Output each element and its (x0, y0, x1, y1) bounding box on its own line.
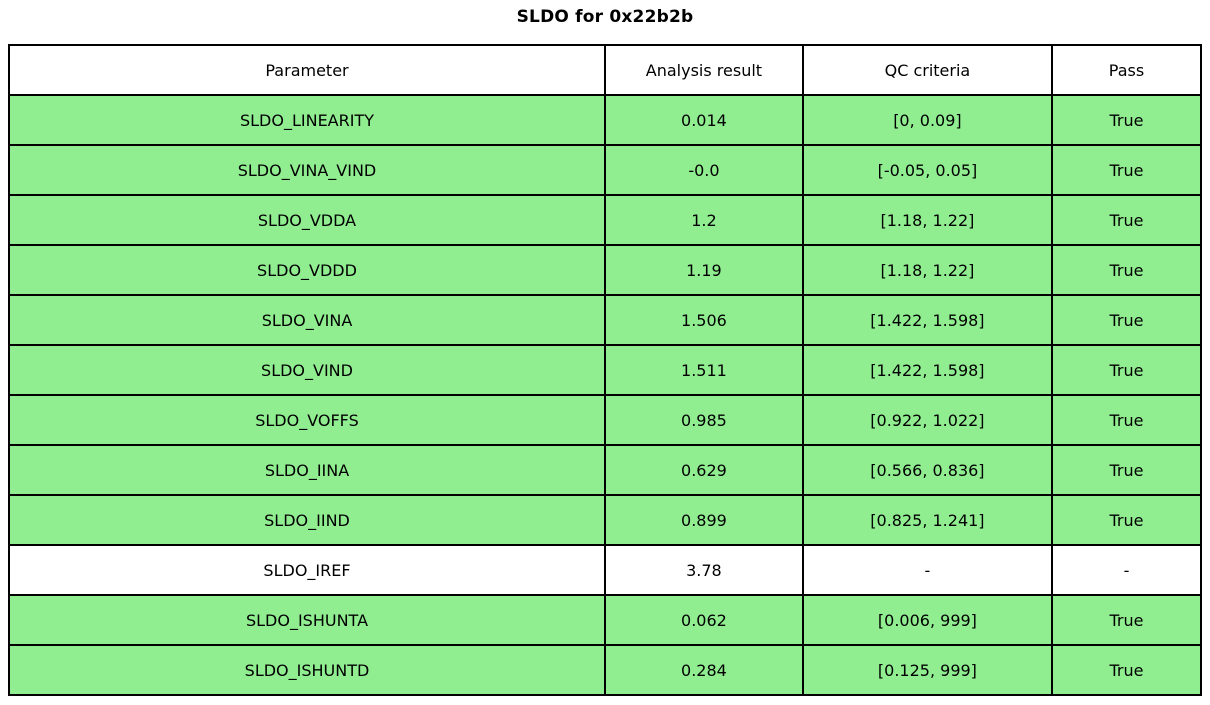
cell-parameter: SLDO_VIND (8, 344, 606, 396)
cell-parameter: SLDO_VINA (8, 294, 606, 346)
cell-result: 1.506 (604, 294, 804, 346)
table-row: SLDO_ISHUNTA 0.062 [0.006, 999] True (8, 594, 1203, 646)
cell-parameter: SLDO_VOFFS (8, 394, 606, 446)
cell-parameter: SLDO_IIND (8, 494, 606, 546)
cell-result: 1.19 (604, 244, 804, 296)
header-row: Parameter Analysis result QC criteria Pass (8, 44, 1203, 96)
table-row: SLDO_VIND 1.511 [1.422, 1.598] True (8, 344, 1203, 396)
cell-parameter: SLDO_VINA_VIND (8, 144, 606, 196)
cell-criteria: [0.825, 1.241] (801, 494, 1053, 546)
cell-result: 3.78 (604, 544, 804, 596)
table-row: SLDO_ISHUNTD 0.284 [0.125, 999] True (8, 644, 1203, 696)
cell-result: -0.0 (604, 144, 804, 196)
cell-criteria: [0.006, 999] (801, 594, 1053, 646)
cell-result: 0.899 (604, 494, 804, 546)
cell-pass: True (1050, 244, 1203, 296)
column-header-qc-criteria: QC criteria (801, 44, 1053, 96)
table-row: SLDO_VINA 1.506 [1.422, 1.598] True (8, 294, 1203, 346)
cell-criteria: - (801, 544, 1053, 596)
figure-title: SLDO for 0x22b2b (516, 7, 694, 27)
cell-criteria: [1.422, 1.598] (801, 344, 1053, 396)
cell-pass: True (1050, 94, 1203, 146)
cell-criteria: [1.18, 1.22] (801, 194, 1053, 246)
cell-criteria: [1.422, 1.598] (801, 294, 1053, 346)
table-row: SLDO_VOFFS 0.985 [0.922, 1.022] True (8, 394, 1203, 446)
table-row: SLDO_VINA_VIND -0.0 [-0.05, 0.05] True (8, 144, 1203, 196)
cell-parameter: SLDO_IINA (8, 444, 606, 496)
table-row: SLDO_VDDD 1.19 [1.18, 1.22] True (8, 244, 1203, 296)
column-header-parameter: Parameter (8, 44, 606, 96)
cell-result: 1.511 (604, 344, 804, 396)
cell-pass: - (1050, 544, 1203, 596)
table-row: SLDO_IREF 3.78- - (8, 544, 1203, 596)
cell-pass: True (1050, 494, 1203, 546)
cell-criteria: [0.922, 1.022] (801, 394, 1053, 446)
cell-parameter: SLDO_IREF (8, 544, 606, 596)
cell-pass: True (1050, 194, 1203, 246)
cell-parameter: SLDO_LINEARITY (8, 94, 606, 146)
column-header-analysis-result: Analysis result (604, 44, 804, 96)
cell-pass: True (1050, 444, 1203, 496)
cell-parameter: SLDO_ISHUNTA (8, 594, 606, 646)
cell-criteria: [0.125, 999] (801, 644, 1053, 696)
table-row: SLDO_VDDA 1.2 [1.18, 1.22] True (8, 194, 1203, 246)
cell-result: 0.985 (604, 394, 804, 446)
cell-pass: True (1050, 144, 1203, 196)
cell-pass: True (1050, 594, 1203, 646)
cell-result: 1.2 (604, 194, 804, 246)
cell-criteria: [0.566, 0.836] (801, 444, 1053, 496)
cell-result: 0.062 (604, 594, 804, 646)
column-header-pass: Pass (1050, 44, 1203, 96)
table-row: SLDO_LINEARITY 0.014 [0, 0.09] True (8, 94, 1203, 146)
cell-result: 0.629 (604, 444, 804, 496)
table-row: SLDO_IINA 0.629 [0.566, 0.836] True (8, 444, 1203, 496)
table-row: SLDO_IIND 0.899 [0.825, 1.241] True (8, 494, 1203, 546)
cell-criteria: [0, 0.09] (801, 94, 1053, 146)
cell-pass: True (1050, 344, 1203, 396)
cell-pass: True (1050, 644, 1203, 696)
cell-pass: True (1050, 394, 1203, 446)
cell-parameter: SLDO_ISHUNTD (8, 644, 606, 696)
cell-criteria: [-0.05, 0.05] (801, 144, 1053, 196)
cell-parameter: SLDO_VDDD (8, 244, 606, 296)
cell-criteria: [1.18, 1.22] (801, 244, 1053, 296)
cell-pass: True (1050, 294, 1203, 346)
cell-result: 0.284 (604, 644, 804, 696)
cell-result: 0.014 (604, 94, 804, 146)
qc-results-table: Parameter Analysis result QC criteria Pass … (8, 44, 1203, 696)
cell-parameter: SLDO_VDDA (8, 194, 606, 246)
